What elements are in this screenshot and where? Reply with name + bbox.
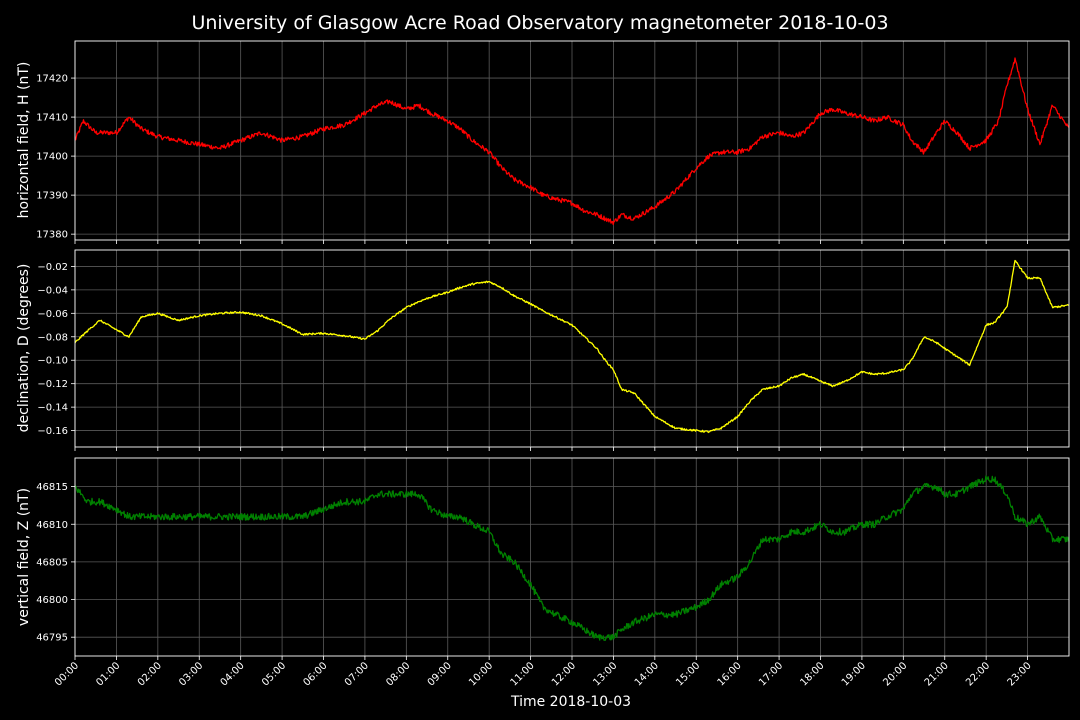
axes-frame [74,40,1070,241]
y-tick-label: −0.12 [37,379,68,390]
y-tick-label: 17380 [36,230,68,241]
chart-title: University of Glasgow Acre Road Observat… [191,12,888,34]
y-tick-label: −0.06 [37,309,68,320]
series-line-D [74,259,1069,434]
y-tick-label: 17390 [36,191,68,202]
panel-1: −0.16 −0.14 −0.12 −0.10 −0.08 −0.06 −0.04 −0.02 [37,249,1070,451]
series-line-H [74,57,1070,226]
y-tick-label: −0.08 [37,332,68,343]
y-tick-label: 17400 [36,152,68,163]
y-tick-label: 46795 [36,633,68,644]
x-axis-label: Time 2018-10-03 [510,694,631,710]
series-line-Z [74,475,1070,641]
y-tick-label: −0.02 [37,262,68,273]
y-tick-label: 17410 [36,113,68,124]
y-tick-label: 17420 [36,74,68,85]
y-tick-label: −0.10 [37,356,68,367]
y-tick-label: −0.14 [37,403,68,414]
y-tick-label: −0.16 [37,426,68,437]
y-tick-label: 46800 [36,595,68,606]
y-tick-label: 46810 [36,520,68,531]
y-axis-label-z: vertical field, Z (nT) [16,488,32,626]
axes-frame [74,457,1070,657]
y-axis-label-h: horizontal field, H (nT) [16,62,32,219]
y-tick-label: −0.04 [37,285,68,296]
y-tick-label: 46815 [36,482,68,493]
y-axis-label-d: declination, D (degrees) [16,264,32,433]
panel-0: 17380 17390 17400 17410 17420 [36,40,1070,244]
y-tick-label: 46805 [36,557,68,568]
axes-frame [74,249,1070,448]
